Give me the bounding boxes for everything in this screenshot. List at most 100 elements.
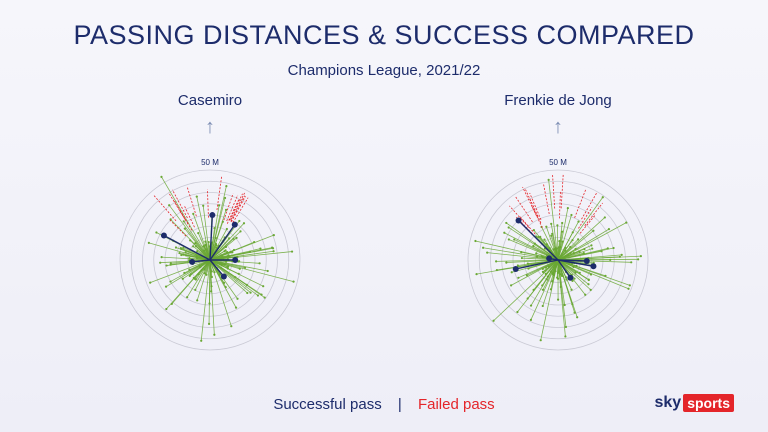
successful-pass bbox=[183, 221, 211, 261]
pass-end bbox=[292, 280, 295, 283]
pass-end bbox=[592, 229, 595, 232]
successful-pass bbox=[196, 196, 211, 261]
pass-end bbox=[559, 273, 562, 276]
pass-end bbox=[577, 238, 580, 241]
successful-pass bbox=[182, 259, 211, 280]
pass-end bbox=[600, 250, 603, 253]
pass-end bbox=[183, 227, 186, 230]
chart-subtitle: Champions League, 2021/22 bbox=[287, 62, 481, 79]
pass-end bbox=[208, 302, 211, 305]
successful-pass bbox=[510, 259, 559, 286]
pass-end bbox=[188, 268, 191, 271]
pass-end bbox=[529, 304, 533, 307]
pass-end bbox=[196, 299, 199, 302]
failed-pass bbox=[230, 196, 246, 222]
successful-pass bbox=[209, 186, 227, 261]
pass-end bbox=[182, 246, 185, 249]
pass-end bbox=[178, 251, 181, 255]
average-pass-point bbox=[546, 255, 553, 262]
pass-end bbox=[556, 224, 559, 227]
pass-end bbox=[571, 279, 574, 283]
pass-end bbox=[551, 280, 554, 283]
pass-end bbox=[570, 288, 573, 291]
pass-end bbox=[572, 252, 575, 255]
pass-end bbox=[245, 283, 248, 286]
pass-end bbox=[225, 184, 228, 188]
failed-pass bbox=[179, 210, 193, 231]
successful-pass bbox=[557, 248, 576, 261]
failed-pass bbox=[579, 215, 596, 234]
pass-end bbox=[516, 310, 519, 314]
failed-pass bbox=[574, 189, 587, 218]
successful-pass bbox=[170, 259, 211, 282]
pass-end bbox=[558, 240, 561, 243]
pass-end bbox=[584, 293, 587, 296]
successful-pass bbox=[527, 259, 559, 299]
pass-end bbox=[238, 219, 241, 223]
successful-pass bbox=[557, 217, 606, 261]
distance-ring bbox=[490, 192, 626, 328]
pass-end bbox=[226, 250, 229, 254]
pass-end bbox=[606, 247, 609, 250]
successful-pass bbox=[557, 247, 608, 261]
successful-pass bbox=[170, 219, 211, 261]
pass-end bbox=[164, 285, 168, 288]
failed-pass bbox=[223, 193, 234, 221]
successful-pass bbox=[209, 259, 251, 293]
successful-pass bbox=[209, 259, 215, 335]
pass-end bbox=[495, 260, 498, 263]
pass-end bbox=[256, 294, 260, 297]
successful-pass bbox=[209, 259, 268, 272]
pass-end bbox=[507, 226, 510, 229]
successful-pass bbox=[206, 259, 211, 275]
pass-end bbox=[620, 253, 623, 256]
successful-pass bbox=[534, 243, 559, 261]
successful-pass bbox=[557, 248, 593, 261]
average-pass-point bbox=[231, 221, 238, 228]
pass-end bbox=[225, 227, 228, 231]
pass-end bbox=[174, 246, 178, 249]
distance-ring bbox=[130, 180, 290, 340]
pass-end bbox=[195, 195, 198, 198]
pass-end bbox=[223, 196, 227, 200]
failed-pass bbox=[542, 183, 550, 215]
average-pass-point bbox=[583, 258, 590, 265]
pass-end bbox=[612, 246, 615, 250]
scale-label: 50 M bbox=[201, 158, 219, 167]
successful-pass bbox=[557, 241, 560, 261]
failed-pass bbox=[560, 173, 564, 209]
pass-end bbox=[237, 272, 240, 275]
pass-end bbox=[221, 220, 224, 223]
pass-end bbox=[197, 231, 200, 235]
successful-pass bbox=[209, 205, 220, 261]
pass-end bbox=[630, 261, 633, 264]
arrow-up-icon: ↑ bbox=[553, 116, 563, 138]
average-pass-line bbox=[209, 215, 214, 261]
failed-pass bbox=[552, 174, 556, 209]
pass-end bbox=[492, 319, 495, 322]
successful-pass bbox=[161, 176, 211, 261]
successful-pass bbox=[541, 226, 559, 261]
average-pass-point bbox=[512, 265, 519, 272]
pass-end bbox=[232, 237, 235, 240]
pass-end bbox=[603, 216, 606, 219]
legend-separator: | bbox=[397, 396, 402, 413]
pass-end bbox=[242, 222, 246, 225]
failed-pass bbox=[578, 207, 593, 229]
pass-end bbox=[561, 221, 564, 225]
pass-end bbox=[234, 276, 237, 279]
radial-chart-casemiro: 50 M bbox=[119, 158, 301, 351]
pass-end bbox=[246, 291, 249, 295]
pass-end bbox=[639, 255, 642, 258]
pass-end bbox=[551, 272, 554, 275]
legend: Successful pass | Failed pass bbox=[0, 396, 768, 413]
pass-end bbox=[224, 208, 228, 211]
pass-end bbox=[556, 298, 560, 301]
distance-ring bbox=[153, 203, 267, 317]
pass-lines bbox=[147, 175, 295, 342]
successful-pass bbox=[196, 259, 211, 301]
pass-end bbox=[587, 278, 590, 281]
failed-pass bbox=[559, 190, 561, 219]
pass-end bbox=[507, 238, 510, 241]
pass-end bbox=[510, 284, 513, 287]
